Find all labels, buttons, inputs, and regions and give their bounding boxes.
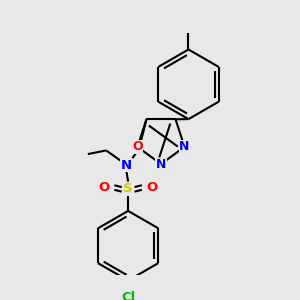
Text: N: N: [121, 159, 132, 172]
Text: O: O: [146, 181, 158, 194]
Text: S: S: [123, 182, 133, 195]
Text: Cl: Cl: [121, 290, 135, 300]
Text: N: N: [156, 158, 166, 171]
Text: N: N: [179, 140, 190, 153]
Text: O: O: [132, 140, 143, 153]
Text: O: O: [99, 181, 110, 194]
